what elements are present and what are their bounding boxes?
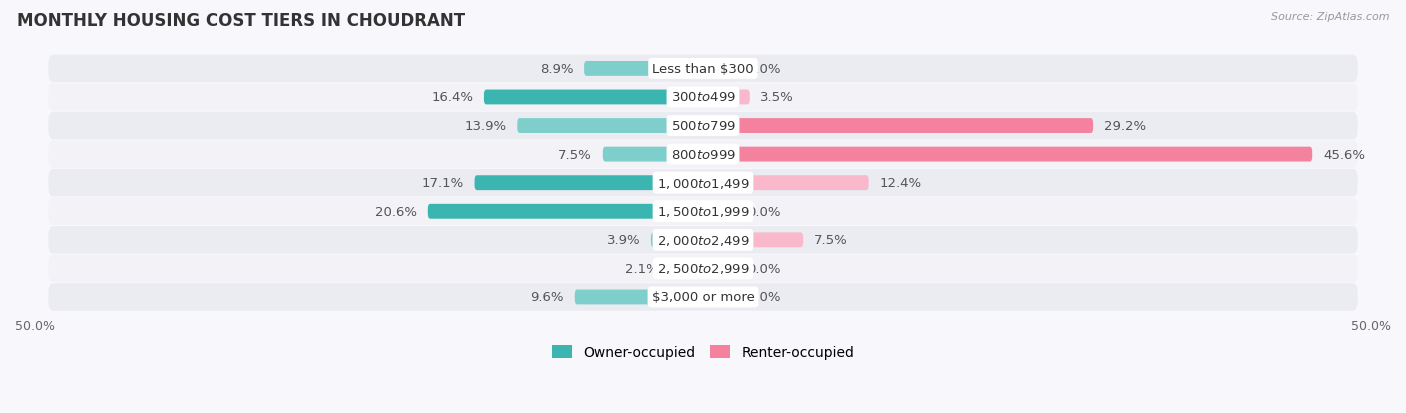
FancyBboxPatch shape: [703, 147, 1312, 162]
Text: 3.9%: 3.9%: [606, 234, 640, 247]
Text: $1,500 to $1,999: $1,500 to $1,999: [657, 205, 749, 219]
Text: 20.6%: 20.6%: [375, 205, 418, 218]
Text: 7.5%: 7.5%: [558, 148, 592, 161]
Text: $300 to $499: $300 to $499: [671, 91, 735, 104]
FancyBboxPatch shape: [703, 90, 749, 105]
FancyBboxPatch shape: [484, 90, 703, 105]
FancyBboxPatch shape: [703, 261, 737, 276]
Text: 2.1%: 2.1%: [626, 262, 659, 275]
FancyBboxPatch shape: [575, 290, 703, 305]
Text: 0.0%: 0.0%: [747, 262, 780, 275]
FancyBboxPatch shape: [703, 176, 869, 191]
FancyBboxPatch shape: [703, 119, 1092, 134]
Text: 45.6%: 45.6%: [1323, 148, 1365, 161]
FancyBboxPatch shape: [48, 284, 1358, 311]
FancyBboxPatch shape: [703, 204, 737, 219]
Text: 9.6%: 9.6%: [530, 291, 564, 304]
Text: $3,000 or more: $3,000 or more: [651, 291, 755, 304]
Text: $500 to $799: $500 to $799: [671, 120, 735, 133]
FancyBboxPatch shape: [703, 62, 737, 77]
FancyBboxPatch shape: [703, 233, 803, 248]
FancyBboxPatch shape: [48, 227, 1358, 254]
Text: 17.1%: 17.1%: [422, 177, 464, 190]
FancyBboxPatch shape: [48, 255, 1358, 282]
FancyBboxPatch shape: [651, 233, 703, 248]
Text: 13.9%: 13.9%: [464, 120, 506, 133]
FancyBboxPatch shape: [48, 84, 1358, 112]
Text: 12.4%: 12.4%: [879, 177, 921, 190]
Text: 0.0%: 0.0%: [747, 63, 780, 76]
Text: $1,000 to $1,499: $1,000 to $1,499: [657, 176, 749, 190]
FancyBboxPatch shape: [48, 141, 1358, 169]
FancyBboxPatch shape: [475, 176, 703, 191]
FancyBboxPatch shape: [48, 56, 1358, 83]
Text: $2,500 to $2,999: $2,500 to $2,999: [657, 262, 749, 276]
FancyBboxPatch shape: [703, 290, 737, 305]
Text: Less than $300: Less than $300: [652, 63, 754, 76]
FancyBboxPatch shape: [48, 170, 1358, 197]
Text: 29.2%: 29.2%: [1104, 120, 1146, 133]
FancyBboxPatch shape: [48, 198, 1358, 225]
Text: Source: ZipAtlas.com: Source: ZipAtlas.com: [1271, 12, 1389, 22]
Text: 7.5%: 7.5%: [814, 234, 848, 247]
Text: $800 to $999: $800 to $999: [671, 148, 735, 161]
FancyBboxPatch shape: [669, 261, 703, 276]
Text: 8.9%: 8.9%: [540, 63, 574, 76]
Text: 0.0%: 0.0%: [747, 291, 780, 304]
FancyBboxPatch shape: [48, 113, 1358, 140]
Legend: Owner-occupied, Renter-occupied: Owner-occupied, Renter-occupied: [546, 340, 860, 365]
FancyBboxPatch shape: [603, 147, 703, 162]
FancyBboxPatch shape: [427, 204, 703, 219]
Text: $2,000 to $2,499: $2,000 to $2,499: [657, 233, 749, 247]
Text: 3.5%: 3.5%: [761, 91, 794, 104]
Text: 16.4%: 16.4%: [432, 91, 474, 104]
FancyBboxPatch shape: [517, 119, 703, 134]
FancyBboxPatch shape: [583, 62, 703, 77]
Text: 0.0%: 0.0%: [747, 205, 780, 218]
Text: MONTHLY HOUSING COST TIERS IN CHOUDRANT: MONTHLY HOUSING COST TIERS IN CHOUDRANT: [17, 12, 465, 30]
